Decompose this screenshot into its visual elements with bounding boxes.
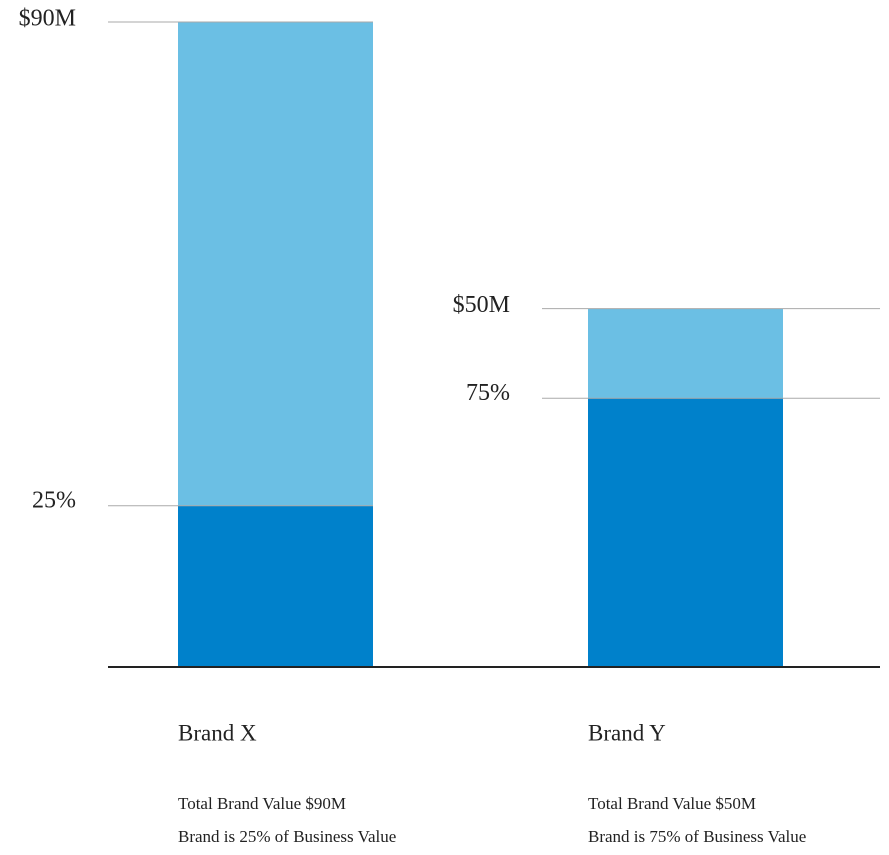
share-label: 75% bbox=[466, 380, 510, 406]
category-label: Brand X bbox=[178, 720, 257, 745]
value-label: $50M bbox=[453, 292, 510, 318]
note: Brand is 25% of Business Value bbox=[178, 827, 396, 846]
note: Total Brand Value $50M bbox=[588, 794, 756, 813]
category-label: Brand Y bbox=[588, 720, 666, 745]
value-label: $90M bbox=[19, 6, 76, 32]
share-label: 25% bbox=[32, 487, 76, 513]
bar-share bbox=[178, 505, 373, 667]
bar-share bbox=[588, 398, 783, 667]
note: Total Brand Value $90M bbox=[178, 794, 346, 813]
note: Brand is 75% of Business Value bbox=[588, 827, 806, 846]
